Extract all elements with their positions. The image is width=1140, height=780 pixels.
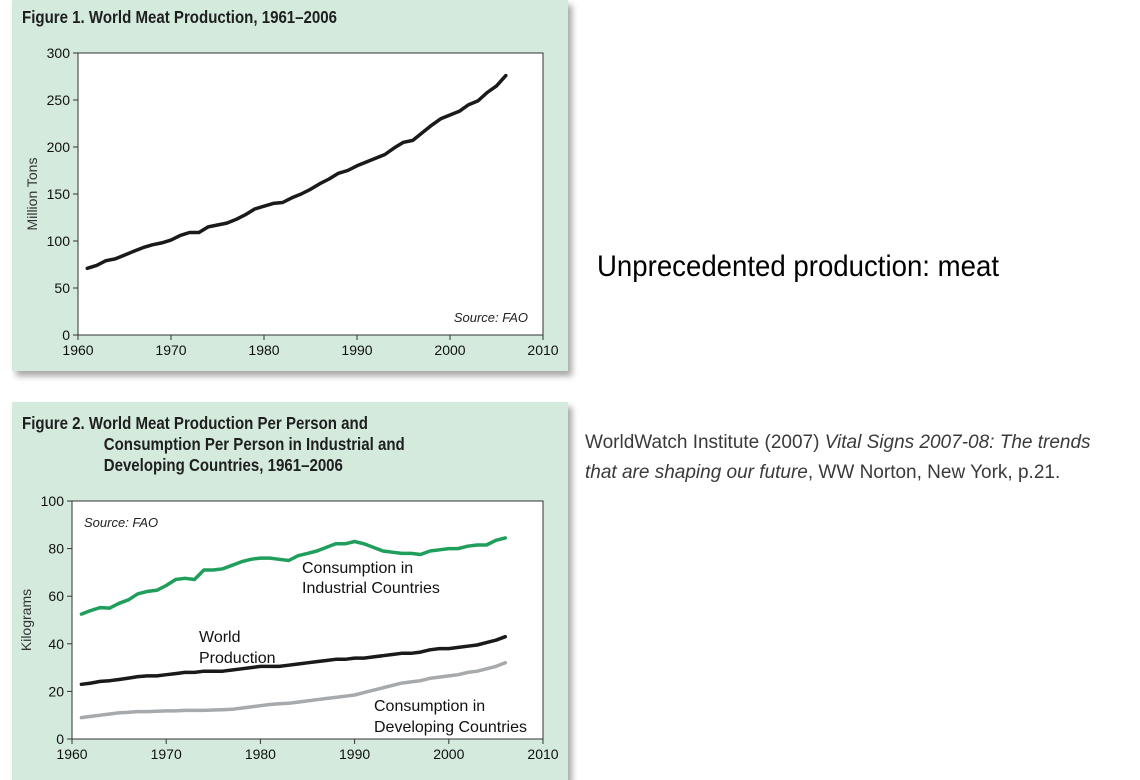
x-tick-label: 1960	[56, 746, 87, 762]
x-tick-label: 2010	[527, 342, 558, 358]
annotation-industrial: Consumption in	[302, 560, 413, 577]
y-tick-label: 200	[47, 139, 71, 155]
y-tick-label: 150	[47, 186, 71, 202]
figure1-title: Figure 1. World Meat Production, 1961–20…	[22, 7, 338, 27]
y-tick-label: 0	[56, 731, 64, 747]
figure2-chart: 0 20 40 60 80 100 1960 1970 1980 1990 2000 2010 Kilo…	[18, 493, 559, 762]
x-tick-label: 1980	[245, 746, 276, 762]
y-tick-label: 80	[48, 541, 64, 557]
citation-prefix: WorldWatch Institute (2007)	[585, 432, 825, 453]
citation-suffix: , WW Norton, New York, p.21.	[807, 462, 1061, 483]
x-tick-label: 2000	[433, 746, 464, 762]
y-tick-label: 20	[48, 683, 64, 699]
slide-headline: Unprecedented production: meat	[597, 250, 999, 283]
annotation-developing: Consumption in	[374, 698, 485, 715]
series-line-consumption-in-developing-countries	[79, 661, 508, 720]
x-tick-label: 1990	[341, 342, 372, 358]
y-axis-label: Million Tons	[24, 158, 40, 231]
y-tick-label: 250	[47, 92, 71, 108]
x-tick-label: 1960	[62, 342, 93, 358]
figure2-title-line2: Consumption Per Person in Industrial and	[103, 434, 405, 454]
annotation-world: World	[199, 629, 241, 646]
x-tick-label: 1990	[339, 746, 370, 762]
y-tick-label: 100	[41, 493, 65, 509]
y-tick-label: 60	[48, 588, 64, 604]
y-tick-label: 300	[47, 45, 71, 61]
series-line	[85, 73, 508, 271]
figure2-panel: Figure 2. World Meat Production Per Pers…	[12, 402, 568, 780]
annotation-industrial: Industrial Countries	[302, 580, 440, 597]
x-tick-label: 1980	[248, 342, 279, 358]
y-tick-label: 40	[48, 636, 64, 652]
citation-title: Vital Signs 2007-08: The trends that are…	[585, 432, 1091, 483]
y-tick-label: 0	[62, 327, 70, 343]
y-tick-label: 50	[54, 280, 70, 296]
source-note: Source: FAO	[84, 515, 158, 530]
series-line-world-production	[79, 634, 508, 687]
figure2-title-line1: Figure 2. World Meat Production Per Pers…	[22, 413, 368, 433]
figure2-title: Figure 2. World Meat Production Per Pers…	[22, 413, 405, 476]
y-axis-label: Kilograms	[18, 589, 34, 651]
plot-area	[77, 52, 544, 336]
citation-text: WorldWatch Institute (2007) Vital Signs …	[585, 428, 1105, 488]
annotation-developing: Developing Countries	[374, 719, 527, 736]
figure1-panel: Figure 1. World Meat Production, 1961–20…	[12, 0, 568, 371]
annotation-world: Production	[199, 650, 276, 667]
series-line-consumption-in-industrial-countries	[79, 536, 508, 616]
x-tick-label: 1970	[151, 746, 182, 762]
figure1-chart: 0 50 100 150 200 250 300 1960 1970 1980 1990 2000 20…	[24, 45, 559, 358]
y-tick-label: 100	[47, 233, 71, 249]
x-tick-label: 1970	[155, 342, 186, 358]
source-note: Source: FAO	[454, 310, 528, 325]
figure2-title-line3: Developing Countries, 1961–2006	[103, 455, 343, 475]
x-tick-label: 2010	[527, 746, 558, 762]
x-tick-label: 2000	[434, 342, 465, 358]
